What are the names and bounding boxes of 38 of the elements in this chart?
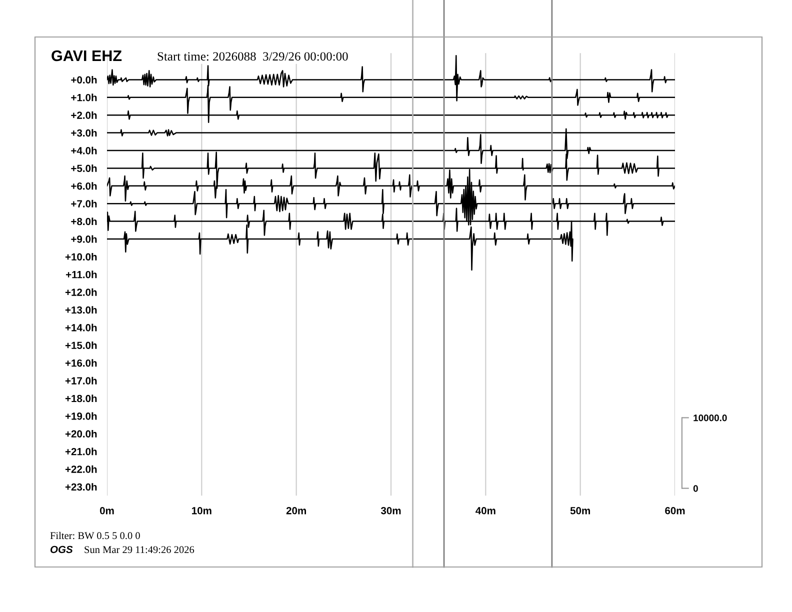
- y2-tick-label: 0: [693, 485, 698, 492]
- y-tick-label: +3.0h: [71, 129, 97, 137]
- x-tick-label: 30m: [380, 507, 401, 514]
- x-tick-label: 10m: [192, 507, 212, 514]
- y-tick-label: +22.0h: [65, 465, 97, 473]
- y-tick-label: +17.0h: [65, 376, 97, 384]
- text: OGS: [50, 546, 73, 554]
- chart-subtitle: Start time: 2026088 3/29/26 00:00:00: [158, 52, 348, 61]
- chart-title: GAVI EHZ: [52, 50, 122, 62]
- x-tick-label: 0m: [100, 507, 114, 514]
- y-tick-label: +4.0h: [71, 146, 97, 154]
- y-tick-label: +2.0h: [71, 111, 97, 119]
- y-tick-label: +14.0h: [65, 324, 97, 332]
- y-tick-label: +10.0h: [65, 252, 97, 261]
- y-tick-label: +5.0h: [71, 164, 97, 172]
- y-tick-label: +11.0h: [66, 270, 97, 278]
- y-tick-label: +12.0h: [65, 288, 97, 296]
- x-tick-label: 60m: [665, 507, 685, 514]
- x-tick-label: 20m: [286, 507, 306, 514]
- x-tick-label: 50m: [570, 507, 590, 514]
- y-tick-label: +21.0h: [65, 448, 97, 456]
- y-tick-label: +1.0h: [71, 94, 97, 102]
- y-tick-label: +23.0h: [65, 483, 97, 491]
- y-tick-label: +8.0h: [71, 218, 97, 226]
- y-tick-label: +20.0h: [65, 430, 97, 438]
- y-tick-label: +18.0h: [65, 394, 97, 402]
- text: Filter: BW 0.5 5 0.0 0: [50, 532, 140, 540]
- y-tick-label: +9.0h: [71, 235, 97, 243]
- y2-tick-label: 10000.0: [694, 414, 727, 422]
- y-tick-label: +6.0h: [71, 182, 97, 190]
- y-tick-label: +0.0h: [71, 76, 97, 84]
- y-tick-label: +7.0h: [71, 200, 97, 208]
- text: Sun Mar 29 11:49:26 2026: [84, 546, 194, 554]
- y-tick-label: +19.0h: [65, 412, 97, 420]
- y-tick-label: +16.0h: [65, 359, 97, 367]
- y-tick-label: +13.0h: [65, 306, 97, 314]
- y-tick-label: +15.0h: [65, 341, 97, 350]
- x-tick-label: 40m: [476, 507, 496, 514]
